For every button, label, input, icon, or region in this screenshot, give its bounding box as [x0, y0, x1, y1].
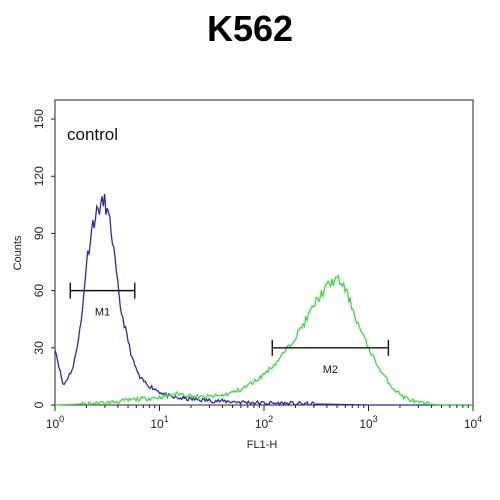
- x-tick-label: 101: [150, 414, 168, 431]
- histogram-line-2: [54, 273, 473, 407]
- x-tick-label: 103: [359, 414, 377, 431]
- y-axis-label: Counts: [12, 235, 24, 270]
- gate-label: M1: [95, 307, 110, 319]
- histogram-series: [54, 193, 473, 407]
- y-tick-label: 60: [32, 284, 46, 298]
- x-tick-label: 102: [255, 414, 273, 431]
- y-tick-label: 90: [32, 226, 46, 240]
- y-tick-label: 30: [32, 341, 46, 355]
- x-tick-label: 104: [464, 414, 482, 431]
- histogram-line-1: [54, 193, 473, 407]
- x-axis: 100 101 102 103 104: [46, 405, 482, 431]
- gate-m1: M1: [69, 282, 136, 319]
- y-tick-label: 150: [32, 109, 46, 129]
- gate-label: M2: [323, 364, 338, 376]
- chart-title: K562: [207, 8, 293, 49]
- control-annotation: control: [67, 125, 118, 144]
- y-tick-label: 0: [32, 401, 46, 408]
- gate-m2: M2: [271, 339, 390, 376]
- marker-gates: M1 M2: [69, 282, 390, 376]
- plot-frame: [54, 99, 474, 406]
- x-tick-label: 100: [46, 414, 64, 431]
- y-tick-label: 120: [32, 166, 46, 186]
- y-axis: 0 30 60 90 120 150: [32, 109, 55, 408]
- x-axis-label: FL1-H: [247, 439, 278, 451]
- plot-area: M1 M2 control: [54, 99, 474, 407]
